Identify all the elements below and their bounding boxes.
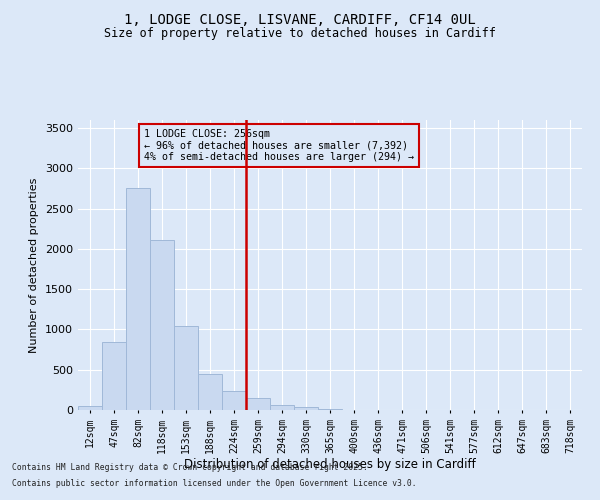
Bar (294, 407, 318, 410)
Text: 1 LODGE CLOSE: 256sqm
← 96% of detached houses are smaller (7,392)
4% of semi-de: 1 LODGE CLOSE: 256sqm ← 96% of detached … (143, 128, 413, 162)
Bar (126, 188, 150, 410)
Bar (102, 342, 126, 410)
Text: Contains public sector information licensed under the Open Government Licence v3: Contains public sector information licen… (12, 478, 416, 488)
Text: Size of property relative to detached houses in Cardiff: Size of property relative to detached ho… (104, 28, 496, 40)
Text: 1, LODGE CLOSE, LISVANE, CARDIFF, CF14 0UL: 1, LODGE CLOSE, LISVANE, CARDIFF, CF14 0… (124, 12, 476, 26)
Y-axis label: Number of detached properties: Number of detached properties (29, 178, 40, 352)
Text: Contains HM Land Registry data © Crown copyright and database right 2025.: Contains HM Land Registry data © Crown c… (12, 464, 368, 472)
Bar (198, 374, 222, 410)
Bar (78, 406, 102, 410)
Bar (150, 240, 174, 410)
Bar (270, 405, 294, 410)
Bar (222, 390, 246, 410)
X-axis label: Distribution of detached houses by size in Cardiff: Distribution of detached houses by size … (184, 458, 476, 471)
Bar (318, 409, 342, 410)
Bar (174, 326, 198, 410)
Bar (246, 398, 270, 410)
